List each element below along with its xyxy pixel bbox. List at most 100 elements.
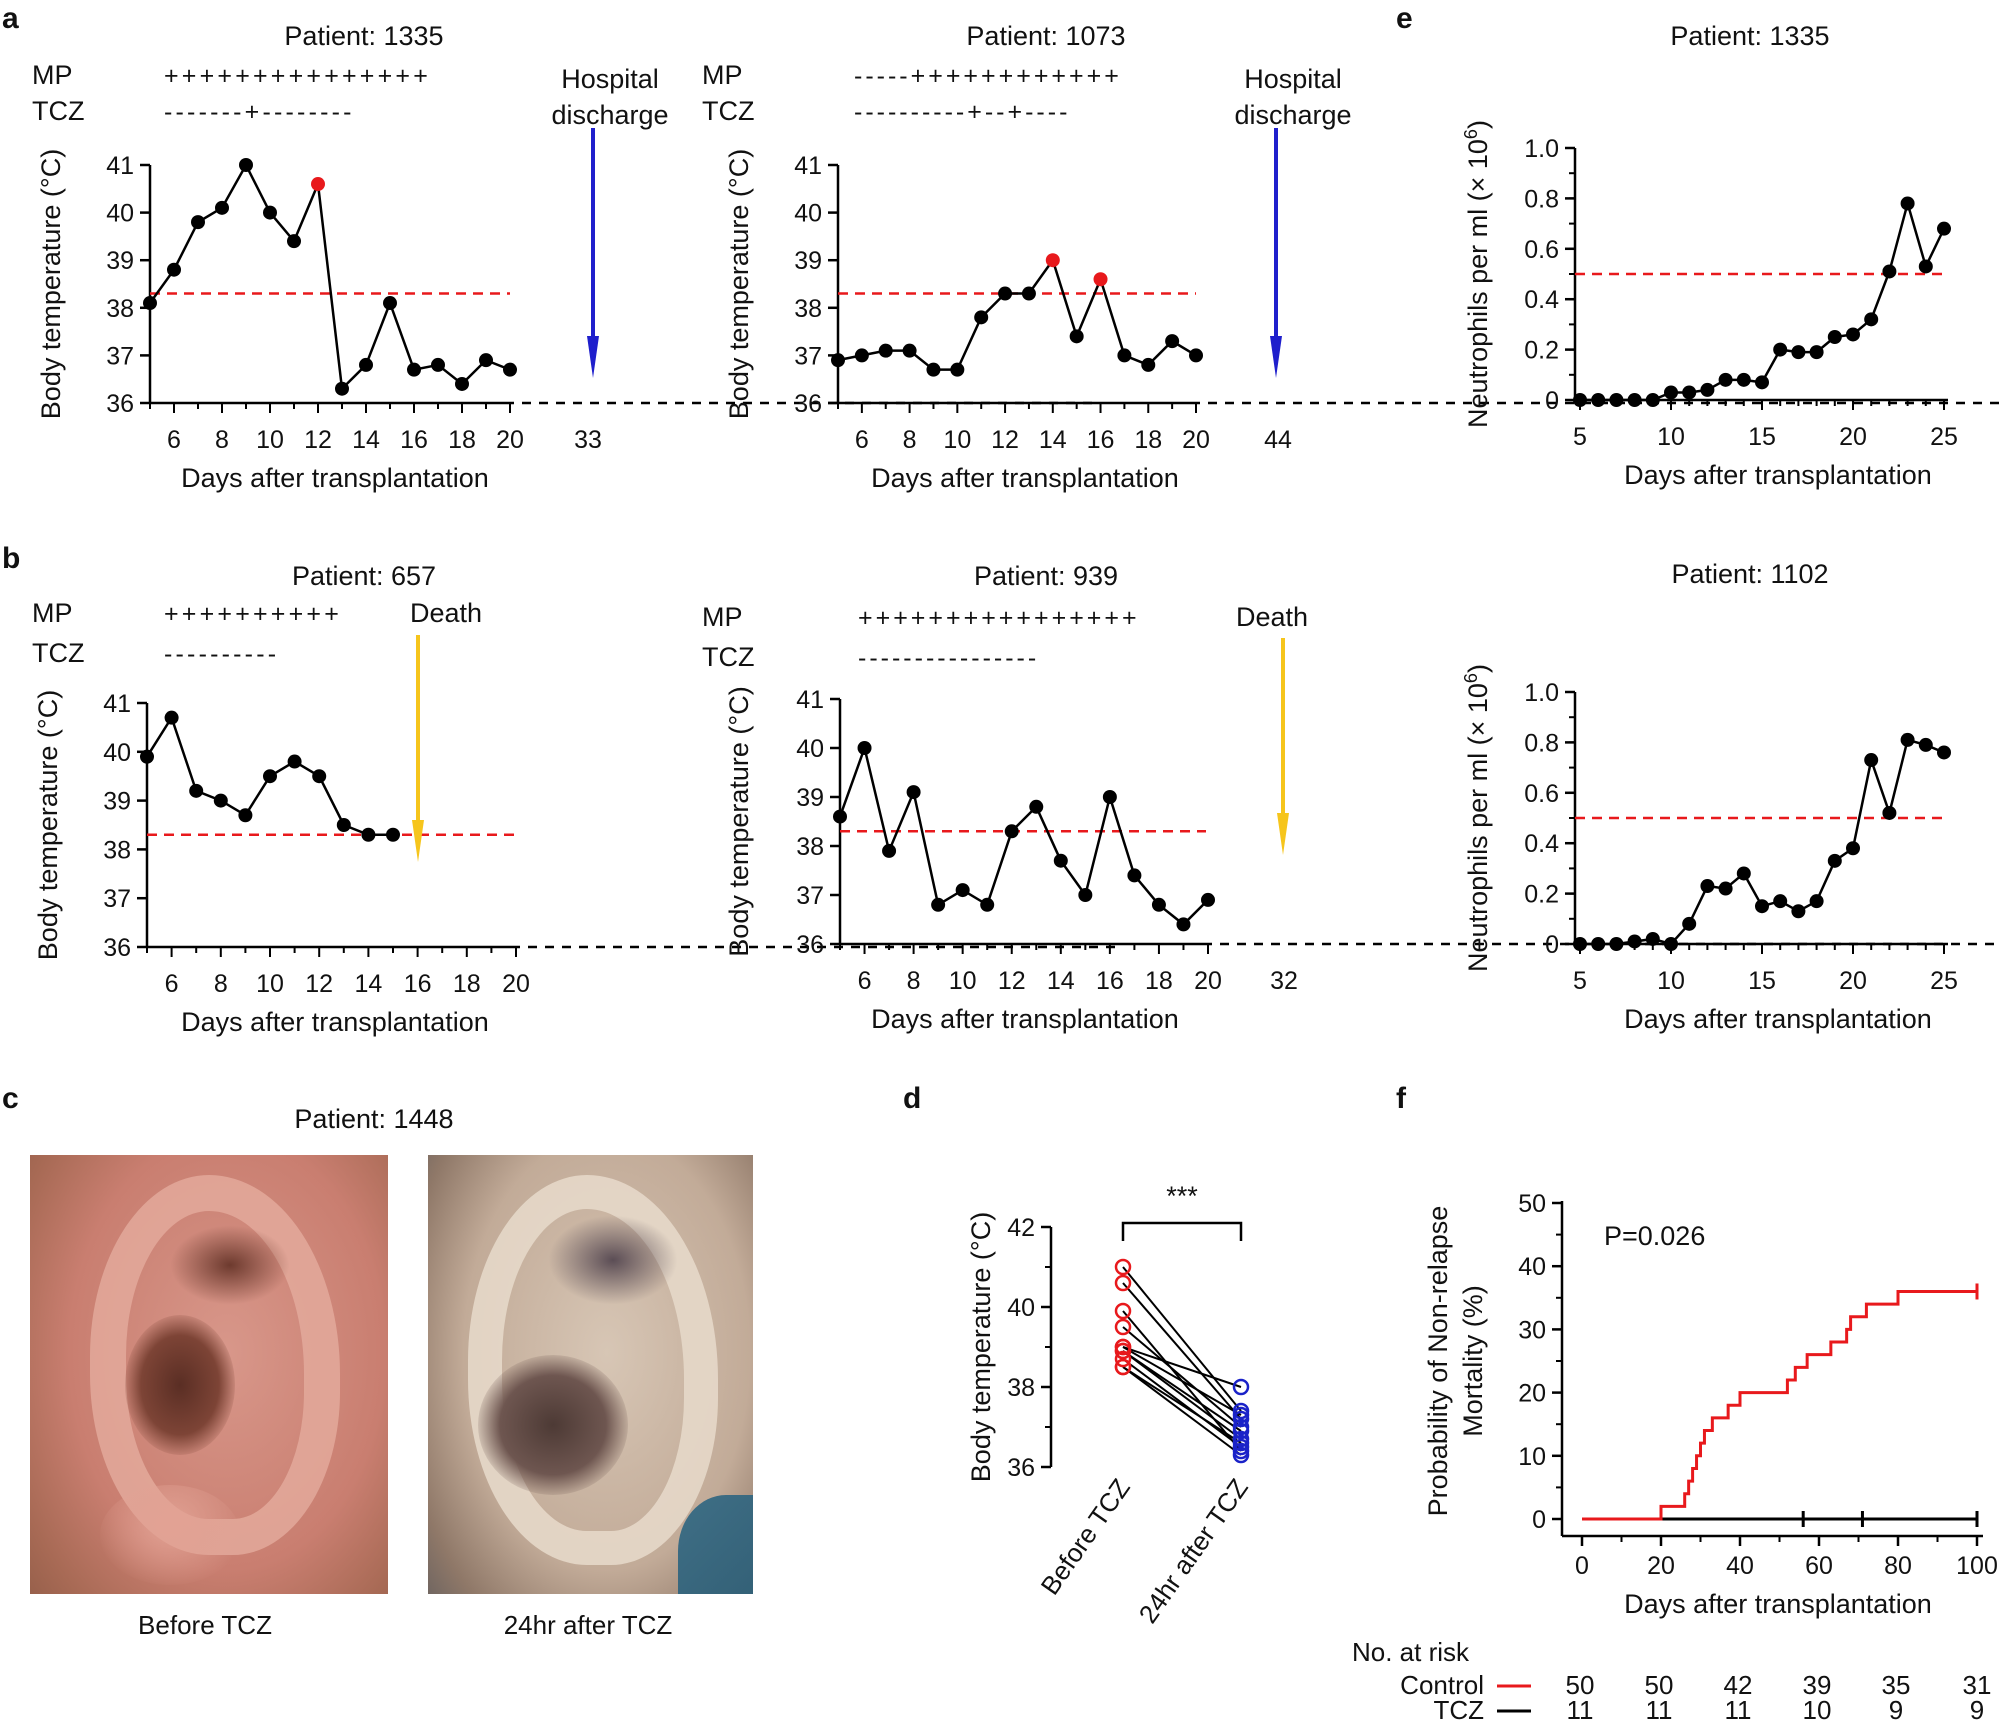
significance-bracket: [1121, 1221, 1243, 1241]
data-point: [831, 353, 845, 368]
data-point: [407, 362, 421, 377]
series-line: [148, 162, 511, 392]
y-tick-label: 40: [103, 739, 131, 767]
event-arrow-head: [587, 336, 599, 378]
x-extra-tick-label: 33: [574, 426, 602, 454]
panel-label-f: f: [1396, 1082, 1407, 1115]
data-point: [1755, 899, 1769, 914]
panel-label-a: a: [2, 2, 19, 35]
data-point: [1078, 888, 1093, 902]
x-tick-label: 14: [354, 970, 382, 998]
y-tick-label: 40: [1518, 1253, 1546, 1281]
data-point: [1864, 312, 1879, 327]
data-point: [1573, 393, 1587, 407]
after-point: [1232, 1378, 1250, 1396]
y-axis-title: Body temperature (°C): [966, 1212, 996, 1482]
x-tick-label: 12: [998, 967, 1026, 995]
x-tick-label: 20: [1839, 423, 1867, 451]
series-line: [1580, 738, 1945, 946]
data-point: [1645, 393, 1660, 407]
y-tick-label: 0.6: [1524, 236, 1559, 264]
y-tick-label: 37: [796, 882, 824, 910]
discharge-label-line1: Hospital: [561, 64, 659, 94]
chart-a1-fever-1335: Patient: 1335 MP TCZ +++++++++++++++ -------…: [32, 21, 1098, 493]
data-point: [1201, 892, 1215, 907]
x-tick-label: 8: [907, 967, 921, 995]
data-point: [1664, 937, 1678, 951]
data-point: [140, 749, 154, 764]
data-point: [1827, 853, 1842, 868]
pair-line: [1122, 1350, 1242, 1432]
y-axis-title: Neutrophils per ml (× 106): [1461, 120, 1493, 428]
x-tick-label: 25: [1930, 423, 1958, 451]
mp-signs: ++++++++++: [164, 600, 342, 628]
x-tick-label: 16: [404, 970, 432, 998]
chart-title: Patient: 657: [292, 561, 436, 591]
x-tick-label: 6: [855, 426, 869, 454]
discharge-label-line2: discharge: [551, 100, 668, 130]
death-label: Death: [410, 598, 482, 628]
data-point: [1591, 937, 1606, 951]
data-point: [1141, 357, 1156, 372]
x-tick-label: 18: [453, 970, 481, 998]
fever-point-highlight: [1093, 272, 1108, 287]
ear-photo-after-tcz: [428, 1155, 753, 1594]
risk-value: 11: [1567, 1695, 1594, 1723]
pair-line: [1122, 1326, 1242, 1428]
y-tick-label: 0.8: [1524, 729, 1559, 757]
y-tick-label: 30: [1518, 1316, 1546, 1344]
y-tick-label: 0.2: [1524, 337, 1559, 365]
data-point: [1755, 375, 1769, 390]
data-point: [1736, 372, 1751, 387]
y-tick-label: 38: [1007, 1374, 1035, 1402]
y-tick-label: 0: [1545, 387, 1559, 415]
x-tick-label: 6: [165, 970, 179, 998]
before-point: [1114, 1358, 1132, 1376]
x-axis-title: Days after transplantation: [871, 1004, 1179, 1034]
data-point: [1189, 348, 1203, 363]
y-tick-label: 38: [106, 295, 134, 323]
y-axis-title-unit: °C: [33, 699, 63, 729]
panel-label-c: c: [2, 1082, 19, 1115]
data-point: [191, 215, 205, 230]
data-point: [1573, 937, 1587, 951]
series-line: [837, 257, 1197, 371]
tcz-signs: ----------: [164, 640, 279, 668]
y-axis-title-unit: °C: [724, 695, 754, 725]
data-point: [1069, 329, 1084, 344]
data-point: [1809, 894, 1824, 909]
pair-line: [1122, 1366, 1242, 1444]
risk-value: 42: [1724, 1670, 1753, 1700]
data-point: [1127, 868, 1142, 883]
risk-value: 9: [1970, 1695, 1984, 1723]
tcz-label: TCZ: [702, 96, 754, 126]
x-tick-label: 20: [1839, 967, 1867, 995]
data-point: [1609, 937, 1624, 951]
y-axis-title-line2: Mortality (%): [1458, 1285, 1488, 1437]
y-axis-title: Neutrophils per ml (× 106): [1461, 664, 1493, 972]
data-point: [143, 296, 157, 311]
event-arrow-head: [412, 820, 424, 862]
x-tick-label: 20: [1182, 426, 1210, 454]
x-tick-label: 10: [1657, 423, 1685, 451]
data-point: [1846, 327, 1860, 342]
ear-canal: [125, 1315, 235, 1455]
after-point: [1232, 1422, 1250, 1440]
cloth-corner: [678, 1495, 753, 1594]
x-axis-title: Days after transplantation: [1624, 1004, 1932, 1034]
y-tick-label: 20: [1518, 1380, 1546, 1408]
control-curve: [1582, 1289, 1977, 1521]
data-point: [1627, 393, 1642, 407]
data-point: [1700, 879, 1715, 894]
y-axis-title: Body temperature (°C): [724, 686, 754, 956]
y-axis-title: Body temperature (°C): [724, 149, 754, 419]
x-tick-label: 10: [1657, 967, 1685, 995]
y-tick-label: 37: [794, 342, 822, 370]
data-point: [455, 376, 469, 391]
data-point: [926, 362, 941, 377]
x-tick-label: 8: [903, 426, 917, 454]
risk-value: 35: [1882, 1670, 1911, 1700]
data-point: [902, 343, 917, 358]
